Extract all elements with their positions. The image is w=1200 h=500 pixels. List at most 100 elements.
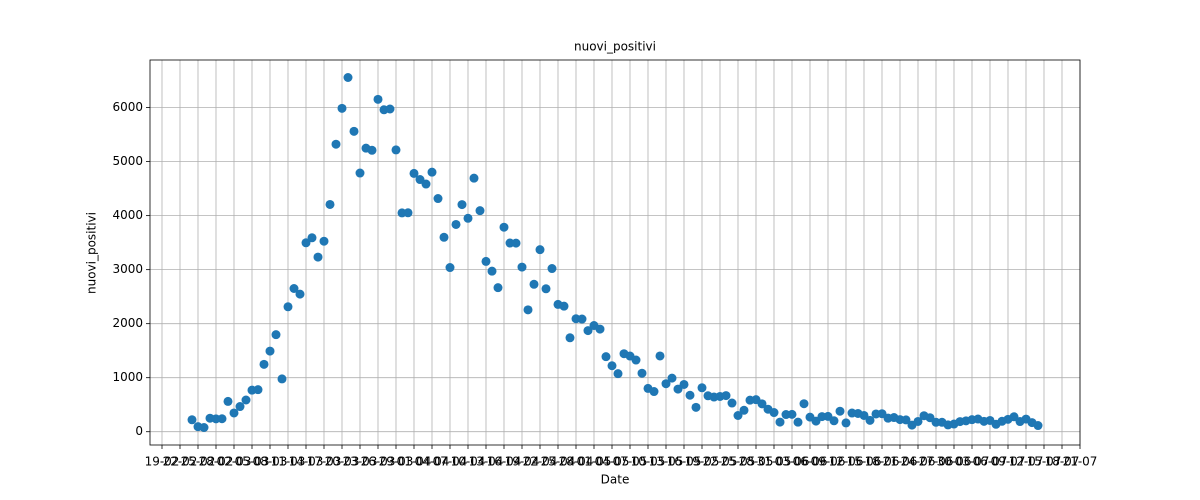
- point: [865, 415, 875, 425]
- x-tick-label: 22-04: [523, 455, 558, 469]
- point: [859, 410, 869, 420]
- x-tick-label: 06-07: [973, 455, 1008, 469]
- x-tick-label: 20-03: [325, 455, 360, 469]
- point: [295, 289, 305, 299]
- point: [385, 104, 395, 114]
- point: [565, 333, 575, 343]
- point: [487, 266, 497, 276]
- point: [481, 256, 491, 266]
- x-tick-label: 28-04: [559, 455, 594, 469]
- x-tick-label: 04-05: [595, 455, 630, 469]
- point: [427, 167, 437, 177]
- point: [229, 408, 239, 418]
- point: [523, 305, 533, 315]
- point: [391, 145, 401, 155]
- point: [577, 314, 587, 324]
- y-tick-label: 5000: [112, 154, 143, 168]
- x-tick-label: 16-05: [667, 455, 702, 469]
- x-tick-label: 10-05: [631, 455, 666, 469]
- x-tick-label: 27-06: [919, 455, 954, 469]
- point: [265, 346, 275, 356]
- y-tick-label: 0: [135, 424, 143, 438]
- y-tick-label: 4000: [112, 208, 143, 222]
- x-tick-label: 12-07: [1009, 455, 1044, 469]
- x-tick-label: 26-03: [361, 455, 396, 469]
- x-tick-label: 12-06: [829, 455, 864, 469]
- point: [475, 206, 485, 216]
- point: [667, 373, 677, 383]
- point: [373, 94, 383, 104]
- point: [559, 301, 569, 311]
- point: [259, 359, 269, 369]
- point: [469, 173, 479, 183]
- x-tick-label: 25-04: [541, 455, 576, 469]
- point: [697, 383, 707, 393]
- point: [313, 252, 323, 262]
- x-tick-label: 25-05: [721, 455, 756, 469]
- point: [253, 385, 263, 395]
- x-tick-label: 16-04: [487, 455, 522, 469]
- x-tick-label: 28-02: [199, 455, 234, 469]
- point: [679, 379, 689, 389]
- point: [691, 402, 701, 412]
- point: [799, 399, 809, 409]
- point: [277, 374, 287, 384]
- x-tick-label: 15-07: [1027, 455, 1062, 469]
- point: [217, 414, 227, 424]
- x-tick-label: 30-06: [937, 455, 972, 469]
- point: [541, 284, 551, 294]
- x-tick-label: 29-03: [379, 455, 414, 469]
- x-tick-label: 19-02: [145, 455, 180, 469]
- point: [325, 199, 335, 209]
- x-tick-label: 22-02: [163, 455, 198, 469]
- point: [757, 399, 767, 409]
- point: [829, 416, 839, 426]
- point: [727, 398, 737, 408]
- x-tick-label: 09-06: [811, 455, 846, 469]
- point: [319, 236, 329, 246]
- x-tick-label: 22-05: [703, 455, 738, 469]
- point: [685, 390, 695, 400]
- x-tick-label: 07-05: [613, 455, 648, 469]
- point: [337, 103, 347, 113]
- point: [499, 222, 509, 232]
- point: [343, 73, 353, 83]
- point: [241, 395, 251, 405]
- point: [583, 326, 593, 336]
- point: [331, 139, 341, 149]
- x-tick-label: 21-06: [883, 455, 918, 469]
- x-tick-label: 15-06: [847, 455, 882, 469]
- x-tick-label: 13-05: [649, 455, 684, 469]
- plot-frame: [149, 59, 1081, 446]
- point: [355, 168, 365, 178]
- point: [841, 418, 851, 428]
- point: [607, 361, 617, 371]
- x-tick-label: 07-04: [433, 455, 468, 469]
- point: [793, 417, 803, 427]
- point: [1033, 421, 1043, 431]
- point: [223, 396, 233, 406]
- x-tick-label: 28-05: [739, 455, 774, 469]
- y-axis-label: nuovi_positivi: [85, 212, 99, 294]
- x-tick-label: 23-03: [343, 455, 378, 469]
- point: [187, 415, 197, 425]
- point: [235, 402, 245, 412]
- point: [733, 411, 743, 421]
- x-tick-label: 18-07: [1045, 455, 1080, 469]
- point: [463, 213, 473, 223]
- point: [289, 284, 299, 294]
- point: [649, 387, 659, 397]
- point: [367, 145, 377, 155]
- point: [439, 232, 449, 242]
- x-tick-label: 03-07: [955, 455, 990, 469]
- point: [457, 200, 467, 210]
- point: [283, 302, 293, 312]
- x-tick-label: 11-03: [271, 455, 306, 469]
- point: [631, 355, 641, 365]
- point: [445, 263, 455, 273]
- y-tick-label: 1000: [112, 370, 143, 384]
- point: [529, 279, 539, 289]
- x-tick-label: 13-04: [469, 455, 504, 469]
- point: [601, 352, 611, 362]
- x-tick-label: 01-04: [397, 455, 432, 469]
